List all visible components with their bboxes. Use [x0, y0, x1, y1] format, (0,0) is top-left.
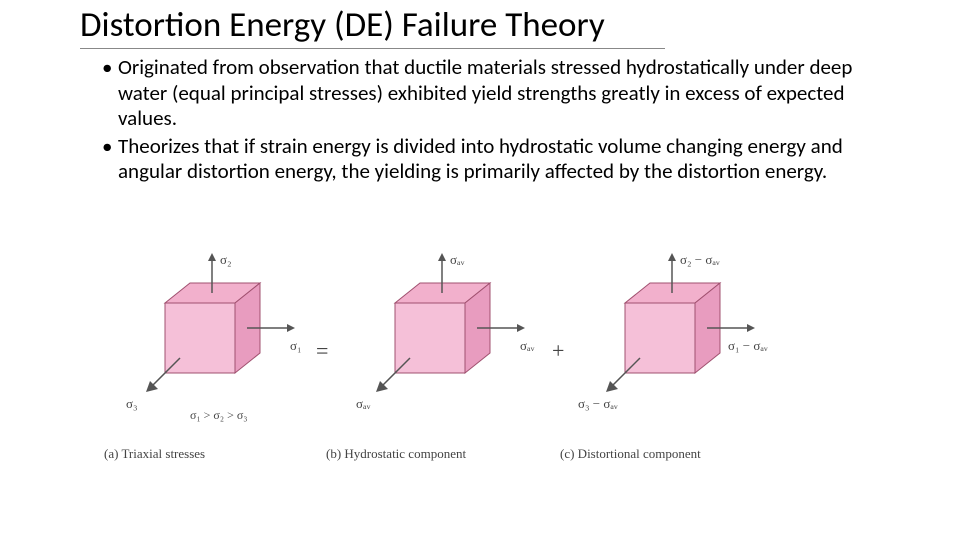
- caption-b: (b) Hydrostatic component: [326, 446, 466, 462]
- caption-a: (a) Triaxial stresses: [104, 446, 205, 462]
- sigma-av-front: σₐᵥ: [356, 396, 370, 412]
- bullet-item: Theorizes that if strain energy is divid…: [102, 134, 880, 185]
- bullet-list: Originated from observation that ductile…: [0, 49, 960, 185]
- equals-operator: =: [316, 338, 328, 364]
- sigma-av-right: σₐᵥ: [520, 338, 534, 354]
- cube-svg: [350, 248, 540, 448]
- cube-hydrostatic: σₐᵥ σₐᵥ σₐᵥ (b) Hydrostatic component: [350, 248, 540, 448]
- caption-c: (c) Distortional component: [560, 446, 701, 462]
- stress-condition: σ₁ > σ₂ > σ₃: [190, 408, 248, 423]
- page-title: Distortion Energy (DE) Failure Theory: [80, 4, 665, 49]
- cube-triaxial: σ₂ σ₁ σ₃ σ₁ > σ₂ > σ₃ (a) Triaxial stres…: [120, 248, 310, 448]
- bullet-item: Originated from observation that ductile…: [102, 55, 880, 132]
- sigma3-minus-av: σ₃ − σₐᵥ: [578, 396, 618, 412]
- sigma2-minus-av: σ₂ − σₐᵥ: [680, 252, 720, 268]
- sigma2-label: σ₂: [220, 252, 232, 268]
- sigma1-label: σ₁: [290, 338, 302, 354]
- plus-operator: +: [552, 338, 564, 364]
- sigma-av-top: σₐᵥ: [450, 252, 464, 268]
- cube-distortional: σ₂ − σₐᵥ σ₁ − σₐᵥ σ₃ − σₐᵥ (c) Distortio…: [580, 248, 780, 448]
- stress-decomposition-figure: σ₂ σ₁ σ₃ σ₁ > σ₂ > σ₃ (a) Triaxial stres…: [120, 248, 840, 508]
- sigma1-minus-av: σ₁ − σₐᵥ: [728, 338, 768, 354]
- sigma3-label: σ₃: [126, 396, 138, 412]
